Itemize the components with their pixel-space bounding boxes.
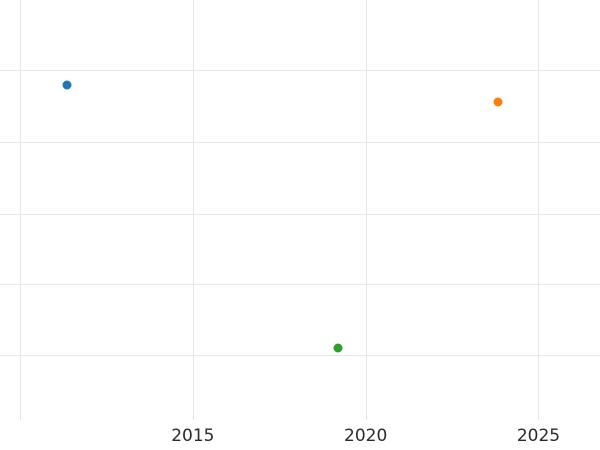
- gridline-horizontal-3: [0, 284, 600, 285]
- point-green[interactable]: [333, 343, 343, 353]
- x-tick-label-2025: 2025: [516, 426, 561, 446]
- gridline-vertical-0: [20, 0, 21, 420]
- gridline-vertical-1: [193, 0, 194, 420]
- x-tick-label-2015: 2015: [171, 426, 215, 446]
- gridline-horizontal-2: [0, 214, 600, 215]
- gridline-horizontal-1: [0, 142, 600, 143]
- x-axis-tick-labels: 2015 2020 2025: [0, 420, 600, 450]
- x-tick-label-2020: 2020: [344, 426, 388, 446]
- plot-area: [0, 0, 600, 420]
- gridline-horizontal-4: [0, 355, 600, 356]
- point-blue[interactable]: [62, 80, 72, 90]
- gridline-vertical-2: [366, 0, 367, 420]
- point-orange[interactable]: [493, 97, 503, 107]
- gridline-vertical-3: [538, 0, 539, 420]
- gridline-horizontal-0: [0, 70, 600, 71]
